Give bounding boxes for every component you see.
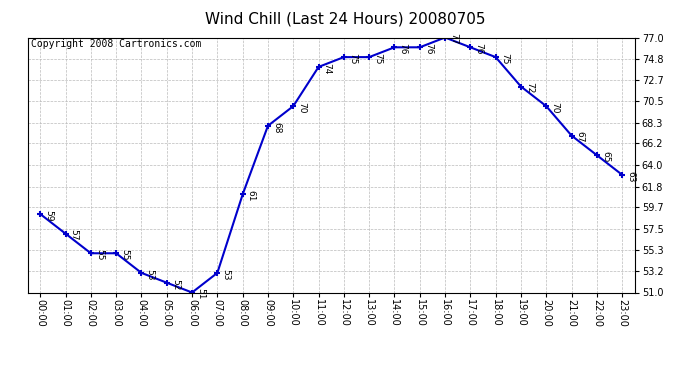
Text: 76: 76 <box>475 43 484 55</box>
Text: Copyright 2008 Cartronics.com: Copyright 2008 Cartronics.com <box>30 39 201 49</box>
Text: 77: 77 <box>449 33 458 45</box>
Text: 75: 75 <box>500 53 509 64</box>
Text: 51: 51 <box>196 288 205 300</box>
Text: 70: 70 <box>551 102 560 114</box>
Text: 74: 74 <box>323 63 332 74</box>
Text: 67: 67 <box>575 131 584 143</box>
Text: 55: 55 <box>95 249 104 261</box>
Text: 75: 75 <box>348 53 357 64</box>
Text: 63: 63 <box>627 171 635 182</box>
Text: 61: 61 <box>247 190 256 202</box>
Text: 70: 70 <box>297 102 306 114</box>
Text: 55: 55 <box>120 249 129 261</box>
Text: 76: 76 <box>399 43 408 55</box>
Text: 68: 68 <box>272 122 281 133</box>
Text: 59: 59 <box>44 210 53 221</box>
Text: 53: 53 <box>146 269 155 280</box>
Text: 57: 57 <box>70 230 79 241</box>
Text: 72: 72 <box>525 82 534 94</box>
Text: Wind Chill (Last 24 Hours) 20080705: Wind Chill (Last 24 Hours) 20080705 <box>205 11 485 26</box>
Text: 76: 76 <box>424 43 433 55</box>
Text: 53: 53 <box>221 269 230 280</box>
Text: 65: 65 <box>601 151 610 162</box>
Text: 75: 75 <box>373 53 382 64</box>
Text: 52: 52 <box>171 279 180 290</box>
